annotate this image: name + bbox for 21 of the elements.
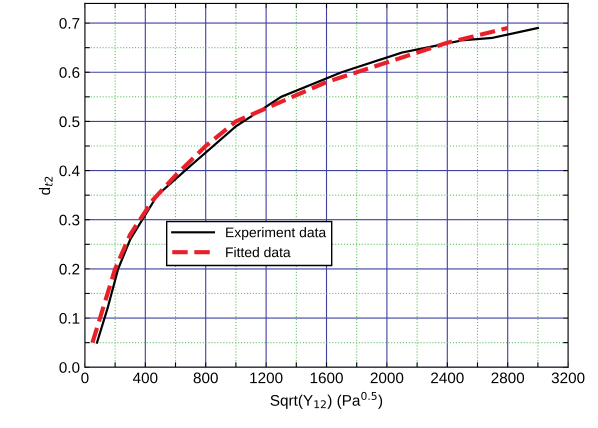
y-tick-label: 0.7: [59, 18, 80, 29]
x-tick-label: 2400: [431, 372, 464, 384]
x-tick-label: 2000: [370, 372, 404, 384]
x-tick-label: 1200: [250, 372, 283, 384]
y-tick-label: 0.1: [59, 312, 80, 324]
y-tick-label: 0.3: [59, 214, 80, 226]
x-tick-label: 1600: [310, 372, 343, 384]
x-tick-label: 400: [132, 372, 158, 384]
legend-label: Experiment data: [226, 227, 326, 240]
x-tick-label: 0: [81, 372, 89, 384]
y-tick-label: 0.0: [59, 362, 80, 373]
y-tick-label: 0.2: [59, 264, 80, 275]
y-tick-label: 0.5: [59, 116, 80, 128]
y-axis-title: d$_{t2}$: [38, 176, 53, 195]
legend-label: Fitted data: [226, 247, 291, 258]
x-tick-label: 2800: [491, 372, 524, 384]
x-axis-title: Sqrt(Y$_{12}$) (Pa$^{0.5}$): [270, 392, 382, 409]
y-tick-label: 0.6: [59, 67, 80, 78]
x-tick-label: 3200: [552, 372, 584, 384]
y-tick-label: 0.4: [59, 165, 80, 176]
x-tick-label: 800: [194, 372, 218, 384]
